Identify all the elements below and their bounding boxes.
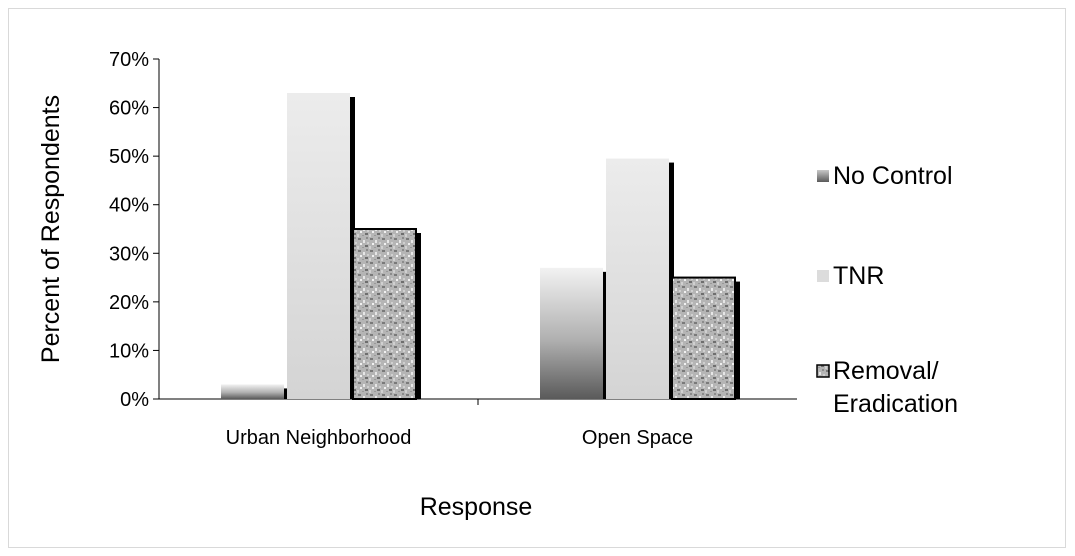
x-tick-label: Open Space <box>582 427 693 449</box>
bar <box>221 384 284 399</box>
y-tick-label: 0% <box>120 389 149 411</box>
y-axis-title: Percent of Respondents <box>37 95 65 363</box>
y-tick-label: 30% <box>109 243 149 265</box>
y-tick-label: 40% <box>109 195 149 217</box>
bar <box>352 228 417 400</box>
x-axis-title: Response <box>420 493 533 521</box>
legend-label: No Control <box>833 162 953 190</box>
legend-swatch <box>817 170 829 182</box>
legend-swatch <box>816 364 830 378</box>
bar <box>540 267 603 399</box>
bar-shadow <box>284 388 289 399</box>
y-tick-label: 70% <box>109 49 149 71</box>
y-tick-label: 20% <box>109 292 149 314</box>
bar-shadow <box>416 233 421 399</box>
y-tick-label: 10% <box>109 340 149 362</box>
legend-label: Removal/Eradication <box>833 357 958 418</box>
y-tick-label: 60% <box>109 98 149 120</box>
chart-frame: 0% 10% 20% 30% 40% 50% 60% 70% Urban Neighborhoo… <box>8 8 1066 548</box>
bar-chart: 0% 10% 20% 30% 40% 50% 60% 70% Urban Neighborhoo… <box>37 49 958 521</box>
bar-shadow <box>603 271 608 399</box>
bar-shadow <box>735 281 740 399</box>
legend-swatch <box>817 270 829 282</box>
bar <box>671 276 736 401</box>
bar <box>287 93 350 399</box>
bar <box>606 158 669 399</box>
y-tick-label: 50% <box>109 146 149 168</box>
x-tick-label: Urban Neighborhood <box>226 427 412 449</box>
legend-label: TNR <box>833 262 884 290</box>
